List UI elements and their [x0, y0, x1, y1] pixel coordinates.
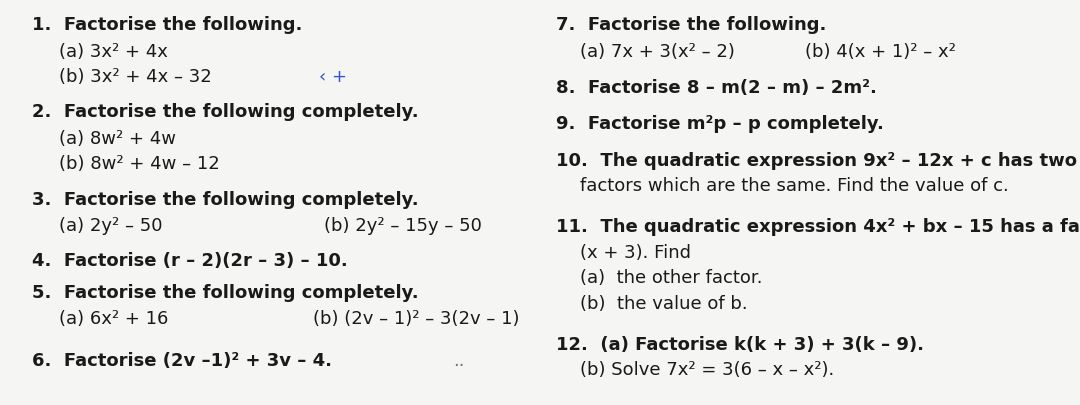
Text: 2.  Factorise the following completely.: 2. Factorise the following completely.: [32, 103, 419, 121]
Text: (b) 2y² – 15y – 50: (b) 2y² – 15y – 50: [324, 217, 482, 235]
Text: 5.  Factorise the following completely.: 5. Factorise the following completely.: [32, 284, 419, 301]
Text: (a)  the other factor.: (a) the other factor.: [580, 269, 762, 287]
Text: (b)  the value of b.: (b) the value of b.: [580, 295, 747, 313]
Text: 12.  (a) Factorise k(k + 3) + 3(k – 9).: 12. (a) Factorise k(k + 3) + 3(k – 9).: [556, 336, 924, 354]
Text: 8.  Factorise 8 – m(2 – m) – 2m².: 8. Factorise 8 – m(2 – m) – 2m².: [556, 79, 877, 97]
Text: (a) 3x² + 4x: (a) 3x² + 4x: [59, 43, 168, 60]
Text: 10.  The quadratic expression 9x² – 12x + c has two: 10. The quadratic expression 9x² – 12x +…: [556, 152, 1077, 170]
Text: (x + 3). Find: (x + 3). Find: [580, 244, 691, 262]
Text: ‹ +: ‹ +: [319, 68, 347, 85]
Text: (b) 4(x + 1)² – x²: (b) 4(x + 1)² – x²: [805, 43, 956, 60]
Text: (a) 8w² + 4w: (a) 8w² + 4w: [59, 130, 176, 147]
Text: (a) 2y² – 50: (a) 2y² – 50: [59, 217, 163, 235]
Text: 7.  Factorise the following.: 7. Factorise the following.: [556, 16, 826, 34]
Text: 11.  The quadratic expression 4x² + bx – 15 has a factor: 11. The quadratic expression 4x² + bx – …: [556, 218, 1080, 236]
Text: (b) 8w² + 4w – 12: (b) 8w² + 4w – 12: [59, 155, 220, 173]
Text: factors which are the same. Find the value of c.: factors which are the same. Find the val…: [580, 177, 1009, 195]
Text: (b) Solve 7x² = 3(6 – x – x²).: (b) Solve 7x² = 3(6 – x – x²).: [580, 361, 834, 379]
Text: 3.  Factorise the following completely.: 3. Factorise the following completely.: [32, 191, 419, 209]
Text: (b) (2v – 1)² – 3(2v – 1): (b) (2v – 1)² – 3(2v – 1): [313, 310, 519, 328]
Text: 1.  Factorise the following.: 1. Factorise the following.: [32, 16, 302, 34]
Text: 6.  Factorise (2v –1)² + 3v – 4.: 6. Factorise (2v –1)² + 3v – 4.: [32, 352, 333, 370]
Text: (a) 6x² + 16: (a) 6x² + 16: [59, 310, 168, 328]
Text: ..: ..: [454, 352, 465, 370]
Text: (a) 7x + 3(x² – 2): (a) 7x + 3(x² – 2): [580, 43, 734, 60]
Text: 4.  Factorise (r – 2)(2r – 3) – 10.: 4. Factorise (r – 2)(2r – 3) – 10.: [32, 252, 348, 270]
Text: (b) 3x² + 4x – 32: (b) 3x² + 4x – 32: [59, 68, 212, 85]
Text: 9.  Factorise m²p – p completely.: 9. Factorise m²p – p completely.: [556, 115, 885, 133]
